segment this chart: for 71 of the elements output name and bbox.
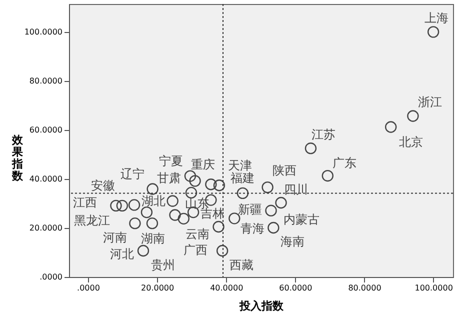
x-tick-label: 40.0000 (210, 284, 244, 292)
point (275, 196, 287, 209)
annotation: 云南 (186, 226, 210, 241)
point (212, 220, 224, 233)
annotation: 湖北 (142, 194, 166, 208)
point (116, 200, 128, 212)
annotation: 河北 (110, 246, 134, 261)
y-tick-label: 40.0000 (29, 174, 62, 184)
point (146, 183, 158, 195)
annotation: 吉林 (200, 206, 224, 220)
y-tick-label: 60.0000 (29, 125, 62, 134)
point (129, 218, 141, 230)
y-tick-label: 20.0000 (29, 223, 62, 232)
annotation: 辽宁 (120, 167, 145, 182)
annotation: 江西 (72, 196, 97, 210)
annotation: 海南 (280, 234, 304, 249)
point (322, 170, 334, 182)
annotation: 宁夏 (159, 154, 184, 168)
annotation: 青海 (240, 222, 264, 236)
x-tick-label: 60.0000 (279, 284, 312, 292)
point (385, 121, 397, 133)
x-axis-title: 投入指数 (238, 300, 284, 312)
point (236, 187, 249, 200)
annotation: 广西 (183, 242, 208, 257)
annotation: 内蒙古 (283, 212, 320, 227)
point (213, 180, 226, 192)
annotation: 广东 (332, 156, 357, 170)
point (184, 170, 196, 182)
y-axis-title: 效果指数 (11, 134, 24, 182)
point (407, 110, 419, 122)
annotation: 重庆 (190, 157, 215, 172)
annotation: 福建 (230, 171, 255, 186)
x-tick-label: 20.0000 (141, 284, 174, 292)
annotation: 陕西 (272, 163, 297, 178)
annotation: 安徽 (90, 178, 115, 193)
point (262, 181, 274, 194)
annotation: 江苏 (312, 127, 336, 142)
x-tick-label: 100.0000 (414, 284, 453, 292)
point (189, 175, 201, 187)
x-tick-label: .0000 (77, 284, 100, 292)
annotation: 浙江 (418, 94, 442, 109)
point (169, 209, 181, 221)
annotation: 甘肃 (157, 171, 182, 186)
annotation: 天津 (228, 158, 252, 172)
annotation: 北京 (398, 135, 423, 150)
annotation: 湖南 (141, 231, 166, 246)
point (146, 218, 158, 230)
point (268, 222, 280, 234)
annotation: 新疆 (238, 202, 262, 217)
y-tick-label: .0000 (40, 272, 62, 282)
point (110, 200, 122, 212)
point (128, 199, 140, 211)
point (178, 212, 190, 225)
point (140, 206, 153, 218)
point (265, 204, 277, 216)
annotation: 西藏 (229, 258, 254, 272)
annotation: 贵州 (151, 258, 176, 272)
y-tick-label: 80.0000 (29, 76, 62, 86)
point (166, 195, 178, 207)
point (137, 244, 150, 257)
x-tick-label: 80.0000 (348, 284, 382, 292)
annotation: 黑龙江 (74, 213, 110, 228)
annotation: 河南 (102, 230, 127, 244)
point (427, 26, 440, 38)
y-tick-label: 100.0000 (24, 27, 62, 36)
annotation: 上海 (424, 10, 448, 25)
point (304, 142, 317, 154)
point (185, 186, 198, 199)
point (216, 244, 228, 257)
annotation: 四川 (284, 182, 308, 197)
point (205, 178, 217, 190)
